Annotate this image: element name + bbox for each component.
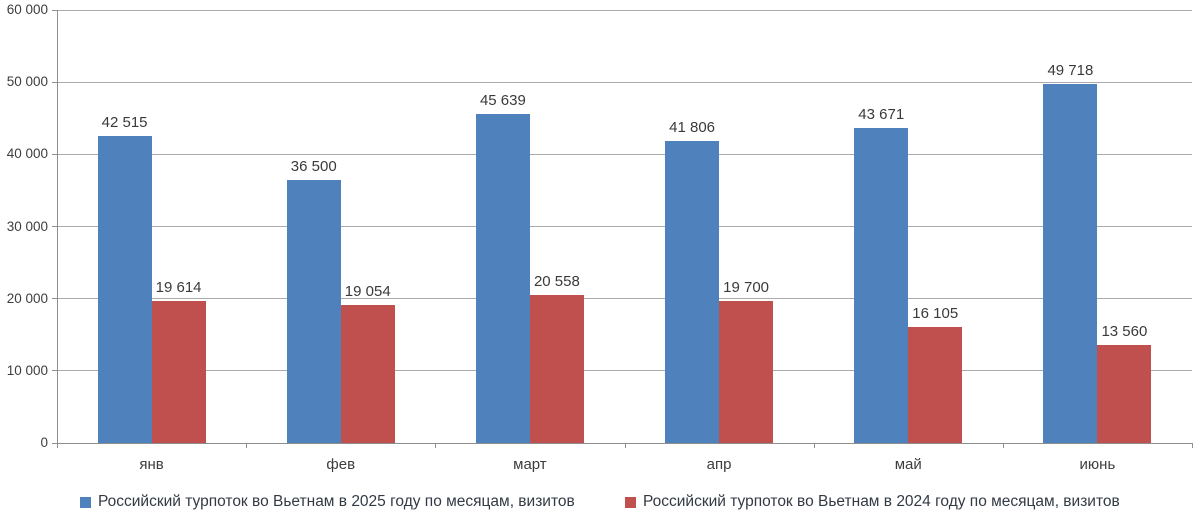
- x-axis-tick: [1192, 443, 1193, 448]
- legend-label: Российский турпоток во Вьетнам в 2024 го…: [643, 493, 1120, 510]
- y-axis-tick: [52, 298, 57, 300]
- gridline: [57, 81, 1192, 83]
- gridline: [57, 226, 1192, 227]
- y-axis-label: 30 000: [6, 218, 48, 234]
- y-axis-label: 0: [40, 435, 48, 450]
- bar-value-label: 19 614: [155, 279, 202, 297]
- bar-2024-янв: [151, 301, 206, 443]
- y-axis-tick: [52, 153, 57, 155]
- bar-value-label: 19 054: [344, 283, 391, 301]
- y-axis-label: 20 000: [6, 290, 48, 306]
- y-axis-line: [57, 10, 58, 448]
- bar-value-label: 20 558: [533, 272, 580, 290]
- x-axis-tick: [1002, 443, 1004, 448]
- gridline: [57, 298, 1192, 300]
- x-axis-label: фев: [326, 456, 356, 473]
- bar-2025-янв: [97, 136, 152, 443]
- bar-2024-март: [529, 294, 584, 443]
- bar-2025-фев: [286, 179, 341, 443]
- bar-2025-март: [475, 113, 530, 443]
- legend-item: Российский турпоток во Вьетнам в 2024 го…: [625, 492, 1120, 512]
- y-axis-tick: [52, 226, 57, 227]
- bar-2024-апр: [719, 300, 774, 443]
- bar-2024-июнь: [1097, 345, 1152, 443]
- x-axis-tick: [435, 443, 437, 448]
- x-axis-label: апр: [706, 456, 732, 473]
- y-axis-label: 10 000: [6, 362, 48, 378]
- y-axis-tick: [52, 370, 57, 372]
- x-axis-tick: [624, 443, 626, 448]
- bar-value-label: 16 105: [912, 304, 959, 322]
- gridline: [57, 370, 1192, 372]
- bar-2024-май: [908, 326, 963, 443]
- legend-label: Российский турпоток во Вьетнам в 2025 го…: [98, 493, 575, 510]
- x-axis-tick: [246, 443, 248, 448]
- legend-swatch-icon: [625, 496, 636, 508]
- gridline: [57, 153, 1192, 155]
- x-axis-label: март: [513, 456, 547, 473]
- bar-value-label: 43 671: [858, 105, 905, 123]
- y-axis-label: 50 000: [6, 74, 48, 90]
- legend-item: Российский турпоток во Вьетнам в 2025 го…: [80, 492, 575, 512]
- bar-value-label: 45 639: [479, 91, 526, 109]
- legend-swatch-icon: [80, 496, 91, 508]
- y-axis-label: 60 000: [6, 2, 48, 17]
- bar-2025-апр: [665, 141, 720, 443]
- bar-value-label: 41 806: [669, 119, 716, 137]
- bar-value-label: 36 500: [290, 157, 337, 175]
- x-axis-label: июнь: [1079, 456, 1116, 473]
- y-axis-tick: [52, 81, 57, 83]
- bar-value-label: 19 700: [723, 278, 770, 296]
- gridline: [57, 9, 1192, 11]
- y-axis-tick: [52, 9, 57, 11]
- bar-value-label: 42 515: [101, 114, 148, 132]
- bar-2024-фев: [340, 305, 395, 443]
- bar-value-label: 13 560: [1101, 323, 1148, 341]
- bar-value-label: 49 718: [1047, 62, 1094, 80]
- x-axis-label: май: [894, 456, 922, 473]
- bar-2025-июнь: [1043, 84, 1098, 443]
- x-axis-line: [52, 443, 1192, 444]
- x-axis-tick: [813, 443, 815, 448]
- x-axis-label: янв: [139, 456, 164, 473]
- bar-2025-май: [854, 127, 909, 443]
- y-axis-label: 40 000: [6, 146, 48, 162]
